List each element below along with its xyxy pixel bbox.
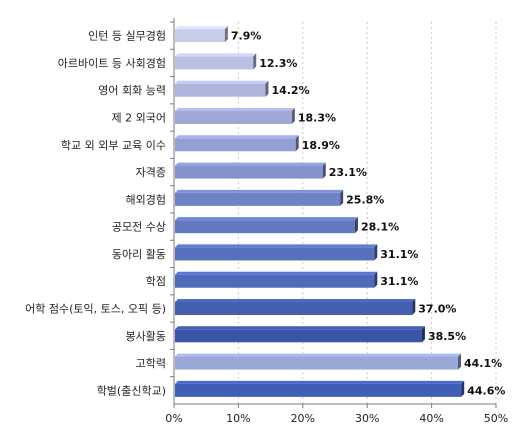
category-label: 인턴 등 실무경험 [88, 30, 166, 43]
bar [175, 274, 375, 288]
data-label: 44.1% [464, 357, 502, 370]
bar-side [295, 135, 299, 152]
bar-top [175, 108, 295, 111]
bar-top [175, 26, 228, 30]
bar-top [175, 326, 425, 330]
bar-side [253, 53, 257, 70]
data-label: 28.1% [361, 221, 399, 234]
axes [170, 18, 497, 408]
data-label: 7.9% [231, 30, 262, 43]
bar [175, 83, 266, 97]
bar-side [412, 299, 416, 315]
bar [175, 165, 323, 179]
category-label: 봉사활동 [126, 329, 166, 343]
category-label: 공모전 수상 [112, 221, 166, 234]
data-label: 18.9% [302, 139, 340, 152]
category-label: 고학력 [136, 357, 166, 370]
bar [175, 356, 459, 370]
bar [175, 192, 341, 206]
bar-top [175, 271, 378, 275]
category-label: 영어 회화 능력 [98, 84, 166, 97]
bar-side [458, 353, 462, 370]
bar-top [175, 353, 462, 357]
x-tick-label: 0% [165, 412, 182, 425]
bars [175, 26, 465, 397]
category-label: 자격증 [136, 166, 166, 179]
x-tick-label: 30% [355, 412, 379, 425]
bar-side [340, 189, 344, 206]
data-label: 37.0% [418, 303, 456, 316]
data-label: 44.6% [467, 384, 505, 397]
data-label: 23.1% [329, 166, 367, 179]
bar [175, 29, 225, 43]
bar [175, 220, 355, 234]
category-label: 학점 [146, 275, 166, 288]
bar [175, 302, 413, 315]
bar [175, 56, 254, 70]
data-label: 25.8% [346, 193, 384, 206]
x-tick-label: 50% [484, 412, 508, 425]
data-label: 14.2% [271, 84, 309, 97]
bar [175, 383, 462, 397]
category-label: 아르바이트 등 사회경험 [58, 57, 166, 70]
bar-side [354, 217, 358, 234]
bar-top [175, 53, 257, 57]
bar-side [421, 326, 425, 343]
bar [175, 329, 422, 343]
bar-side [224, 26, 228, 43]
category-label: 학교 외 외부 교육 이수 [61, 139, 166, 152]
category-label: 제 2 외국어 [112, 112, 166, 125]
x-tick-label: 40% [419, 412, 443, 425]
category-label: 학벌(출신학교) [97, 384, 166, 397]
bar-top [175, 244, 378, 248]
bar-top [175, 380, 465, 384]
data-label: 31.1% [380, 248, 418, 261]
grid-lines [237, 22, 497, 404]
labels: 0% 10% 20% 30% 40% 50% 인턴 등 실무경험 7.9% 아르바이트 등 사회… [25, 30, 508, 425]
data-label: 12.3% [259, 57, 297, 70]
category-label: 동아리 활동 [112, 247, 166, 261]
bar-top [175, 80, 269, 84]
bar-side [291, 108, 295, 124]
bar-side [265, 80, 269, 97]
bar-top [175, 217, 358, 221]
x-tick-label: 10% [226, 412, 250, 425]
bar [175, 111, 292, 124]
category-label: 해외경험 [126, 192, 166, 206]
bar-top [175, 135, 299, 139]
bar [175, 247, 375, 261]
data-label: 31.1% [380, 275, 418, 288]
bar-side [322, 162, 326, 179]
x-tick-label: 20% [291, 412, 315, 425]
bar-top [175, 189, 344, 193]
bar-side [461, 380, 465, 397]
bar-side [374, 244, 378, 261]
data-label: 38.5% [428, 330, 466, 343]
category-label: 어학 점수(토익, 토스, 오픽 등) [25, 303, 166, 316]
bar-top [175, 299, 416, 302]
data-label: 18.3% [298, 112, 336, 125]
bar-side [374, 271, 378, 288]
bar [175, 138, 296, 152]
bar-top [175, 162, 326, 166]
